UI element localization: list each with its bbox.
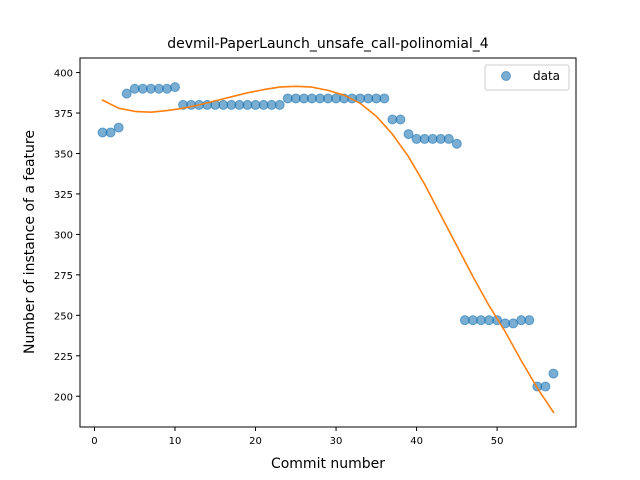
x-tick-label: 40: [410, 436, 423, 447]
x-axis: 0 10 20 30 40 50: [91, 427, 503, 447]
data-point: [395, 114, 406, 125]
data-point: [524, 315, 535, 326]
data-point: [105, 127, 116, 138]
y-tick-label: 400: [54, 69, 73, 80]
y-tick-label: 250: [54, 311, 73, 322]
data-point: [451, 138, 462, 149]
data-point: [443, 133, 454, 144]
fit-line: [101, 85, 555, 414]
data-point: [540, 381, 551, 392]
y-tick-label: 275: [54, 271, 73, 282]
data-point: [274, 99, 285, 110]
y-tick-label: 325: [54, 190, 73, 201]
plot-area: [97, 82, 559, 414]
x-tick-label: 20: [249, 436, 262, 447]
chart-title: devmil-PaperLaunch_unsafe_call-polinomia…: [167, 36, 489, 52]
data-point: [121, 88, 132, 99]
data-point: [170, 82, 181, 93]
axes-frame: [79, 57, 577, 428]
legend-label-data: data: [533, 69, 560, 83]
x-tick-label: 30: [330, 436, 343, 447]
y-tick-label: 200: [54, 392, 73, 403]
y-tick-label: 300: [54, 230, 73, 241]
data-point: [161, 83, 172, 94]
data-point: [403, 129, 414, 140]
y-tick-label: 225: [54, 352, 73, 363]
x-tick-label: 10: [169, 436, 182, 447]
y-axis: 200 225 250 275 300 325 350 375 400: [54, 69, 80, 403]
data-point: [113, 122, 124, 133]
data-point: [379, 93, 390, 104]
x-axis-label: Commit number: [271, 456, 385, 472]
legend: data: [484, 64, 570, 91]
y-axis-label: Number of instance of a feature: [22, 130, 38, 354]
x-tick-label: 0: [91, 436, 97, 447]
legend-marker: [501, 71, 511, 81]
x-tick-label: 50: [491, 436, 504, 447]
y-tick-label: 375: [54, 109, 73, 120]
data-point: [548, 368, 559, 379]
y-tick-label: 350: [54, 149, 73, 160]
